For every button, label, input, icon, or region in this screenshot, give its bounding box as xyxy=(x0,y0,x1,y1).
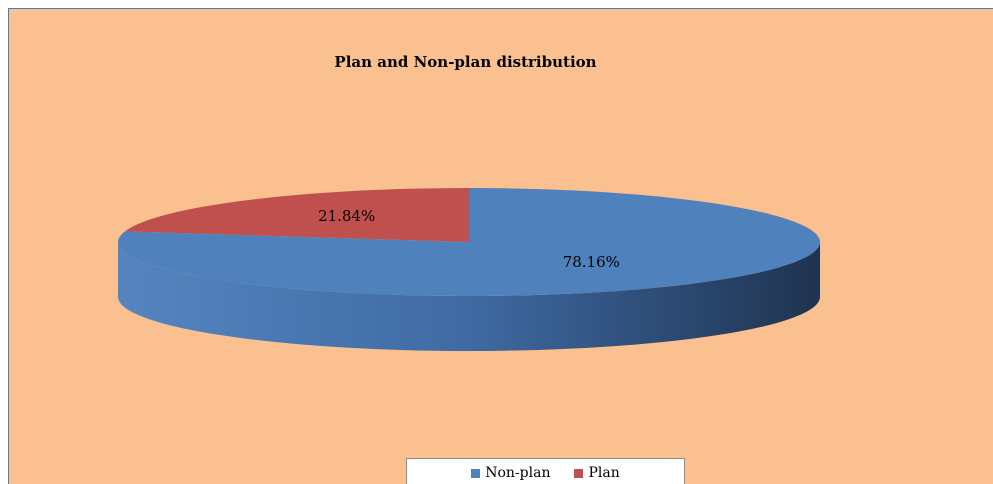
chart-area: 78.16% 21.84% Plan and Non-plan distribut… xyxy=(8,8,993,484)
legend-label-plan: Plan xyxy=(588,465,619,481)
data-label-plan: 21.84% xyxy=(318,207,375,225)
legend-swatch-plan xyxy=(574,469,583,478)
legend-item-plan: Plan xyxy=(574,465,619,481)
legend-label-non-plan: Non-plan xyxy=(485,465,550,481)
legend: Non-plan Plan xyxy=(406,458,685,484)
pie-tops xyxy=(118,188,820,296)
legend-item-non-plan: Non-plan xyxy=(471,465,550,481)
chart-title: Plan and Non-plan distribution xyxy=(9,53,922,71)
data-label-non-plan: 78.16% xyxy=(563,253,620,271)
pie-chart: 78.16% 21.84% xyxy=(9,9,993,484)
legend-swatch-non-plan xyxy=(471,469,480,478)
